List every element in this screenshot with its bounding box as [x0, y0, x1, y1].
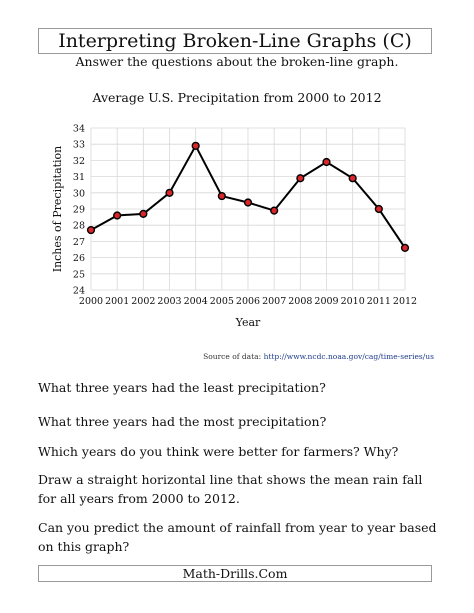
data-point: [139, 209, 148, 218]
data-point: [165, 188, 174, 197]
data-point: [322, 157, 331, 167]
y-tick-label: 34: [73, 124, 85, 135]
x-axis-label: Year: [235, 316, 261, 329]
question-4: Draw a straight horizontal line that sho…: [38, 472, 423, 506]
x-tick-label: 2003: [157, 296, 181, 307]
data-point: [374, 204, 383, 214]
data-point: [217, 191, 226, 201]
y-tick-label: 29: [73, 205, 85, 216]
y-tick-label: 25: [73, 269, 85, 280]
source-label: Source of data:: [203, 352, 262, 361]
question-1: What three years had the least precipita…: [38, 380, 326, 395]
y-tick-label: 26: [73, 253, 85, 264]
data-point: [348, 174, 357, 183]
x-tick-label: 2008: [288, 296, 312, 307]
x-tick-label: 2004: [184, 296, 208, 307]
x-tick-label: 2010: [341, 296, 365, 307]
source-note: Source of data: http://www.ncdc.noaa.gov…: [60, 352, 434, 361]
y-tick-label: 32: [73, 156, 85, 167]
data-point: [243, 198, 253, 207]
x-tick-label: 2012: [393, 296, 417, 307]
x-tick-label: 2002: [131, 296, 155, 307]
x-tick-label: 2009: [314, 296, 338, 307]
instructions: Answer the questions about the broken-li…: [75, 54, 399, 69]
x-tick-label: 2001: [105, 296, 129, 307]
x-tick-label: 2005: [210, 296, 234, 307]
x-tick-label: 2011: [367, 296, 391, 307]
question-5: Can you predict the amount of rainfall f…: [38, 520, 437, 554]
footer: Math-Drills.Com: [38, 565, 432, 582]
y-tick-label: 28: [73, 221, 85, 232]
data-point: [296, 174, 305, 183]
x-tick-label: 2007: [262, 296, 286, 307]
y-tick-label: 31: [73, 172, 85, 183]
data-point: [86, 225, 96, 235]
y-tick-label: 33: [73, 140, 85, 151]
data-point: [191, 141, 200, 150]
x-tick-label: 2006: [236, 296, 260, 307]
question-2: What three years had the most precipitat…: [38, 414, 327, 429]
y-tick-label: 30: [73, 188, 85, 199]
question-3: Which years do you think were better for…: [38, 444, 399, 459]
y-axis-label: Inches of Precipitation: [51, 146, 64, 273]
page-title: Interpreting Broken-Line Graphs (C): [38, 28, 432, 54]
data-point: [400, 243, 410, 252]
source-link[interactable]: http://www.ncdc.noaa.gov/cag/time-series…: [263, 352, 434, 361]
chart-title: Average U.S. Precipitation from 2000 to …: [92, 90, 382, 105]
x-tick-label: 2000: [79, 296, 103, 307]
y-tick-label: 27: [73, 237, 85, 248]
data-point: [113, 211, 122, 220]
y-tick-label: 24: [73, 286, 85, 297]
data-point: [270, 206, 279, 215]
